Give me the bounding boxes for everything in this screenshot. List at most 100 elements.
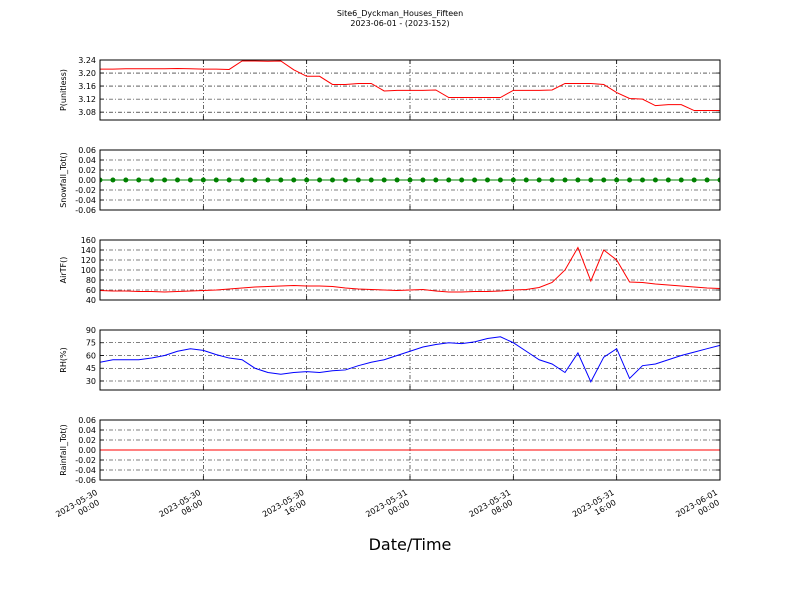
series-marker [291,177,297,183]
series-marker [614,177,620,183]
series-marker [265,177,271,183]
y-tick-label: 0.06 [78,146,96,155]
plot-frame [99,149,721,211]
y-tick-label: -0.06 [75,206,96,215]
series-line [100,246,720,293]
y-tick-label: 3.08 [78,108,96,117]
series-marker [549,177,555,183]
series-marker [433,177,439,183]
series-marker [472,177,478,183]
y-tick-label: 3.24 [78,56,96,65]
figure-title: Site6_Dyckman_Houses_Fifteen [337,9,463,18]
series-marker [100,177,103,183]
plot-area [100,246,720,293]
y-axis-label: Snowfall_Tot() [59,152,68,208]
series-marker [446,177,452,183]
series-line [100,336,720,383]
series-marker [187,177,193,183]
plot-frame [99,239,721,301]
y-axis-label: AirTF() [59,257,68,284]
y-tick-label: 3.16 [78,82,96,91]
y-tick-label: 0.02 [78,166,96,175]
series-marker [588,177,594,183]
series-marker [213,177,219,183]
y-tick-label: 0.00 [78,446,96,455]
y-tick-label: 0.00 [78,176,96,185]
x-axis-label: Date/Time [369,535,452,554]
series-marker [355,177,361,183]
series-marker [627,177,633,183]
y-tick-label: 120 [81,256,96,265]
y-tick-label: -0.04 [75,196,96,205]
series-marker [381,177,387,183]
series-marker [252,177,258,183]
plot-frame [99,329,721,391]
series-marker [459,177,465,183]
series-marker [304,177,310,183]
series-marker [317,177,323,183]
series-marker [407,177,413,183]
plot-area [100,60,720,112]
plot-area [100,177,720,183]
y-tick-label: 60 [86,286,96,295]
series-marker [162,177,168,183]
y-axis-label: P(unitless) [59,69,68,111]
series-marker [368,177,374,183]
y-tick-label: -0.02 [75,186,96,195]
series-marker [717,177,720,183]
y-tick-label: 40 [86,296,96,305]
y-tick-label: 160 [81,236,96,245]
series-marker [510,177,516,183]
series-marker [175,177,180,183]
series-marker [652,177,658,183]
plot-frame [99,419,721,481]
series-marker [562,177,568,183]
series-marker [420,177,426,183]
y-tick-label: 60 [86,351,96,360]
series-marker [575,177,581,183]
y-tick-label: -0.06 [75,476,96,485]
series-marker [239,177,245,183]
series-marker [665,177,671,183]
series-marker [330,177,335,183]
y-tick-label: 0.04 [78,156,96,165]
series-marker [640,177,645,183]
series-marker [523,177,529,183]
series-marker [226,177,232,183]
y-tick-label: -0.04 [75,466,96,475]
plot-frame [99,59,721,121]
series-marker [394,177,400,183]
series-marker [149,177,155,183]
y-tick-label: -0.02 [75,456,96,465]
y-tick-label: 100 [81,266,96,275]
series-marker [200,177,206,183]
y-tick-label: 3.12 [78,95,96,104]
y-tick-label: 0.02 [78,436,96,445]
figure-subtitle: 2023-06-01 - (2023-152) [350,19,449,28]
y-tick-label: 0.06 [78,416,96,425]
y-tick-label: 80 [86,276,96,285]
y-tick-label: 30 [86,377,96,386]
y-tick-label: 90 [86,326,96,335]
y-axis-label: Rainfall_Tot() [59,424,68,476]
series-marker [601,177,607,183]
series-marker [536,177,542,183]
series-marker [136,177,142,183]
y-tick-label: 0.04 [78,426,96,435]
y-axis-label: RH(%) [59,347,68,372]
series-marker [110,177,116,183]
y-tick-label: 140 [81,246,96,255]
y-tick-label: 3.20 [78,69,96,78]
y-tick-label: 75 [86,339,96,348]
series-marker [704,177,710,183]
series-marker [123,177,129,183]
series-marker [485,177,490,183]
series-marker [497,177,503,183]
y-tick-label: 45 [86,364,96,373]
series-marker [678,177,684,183]
plot-area [100,336,720,383]
series-marker [278,177,284,183]
series-marker [342,177,348,183]
series-line [100,60,720,112]
